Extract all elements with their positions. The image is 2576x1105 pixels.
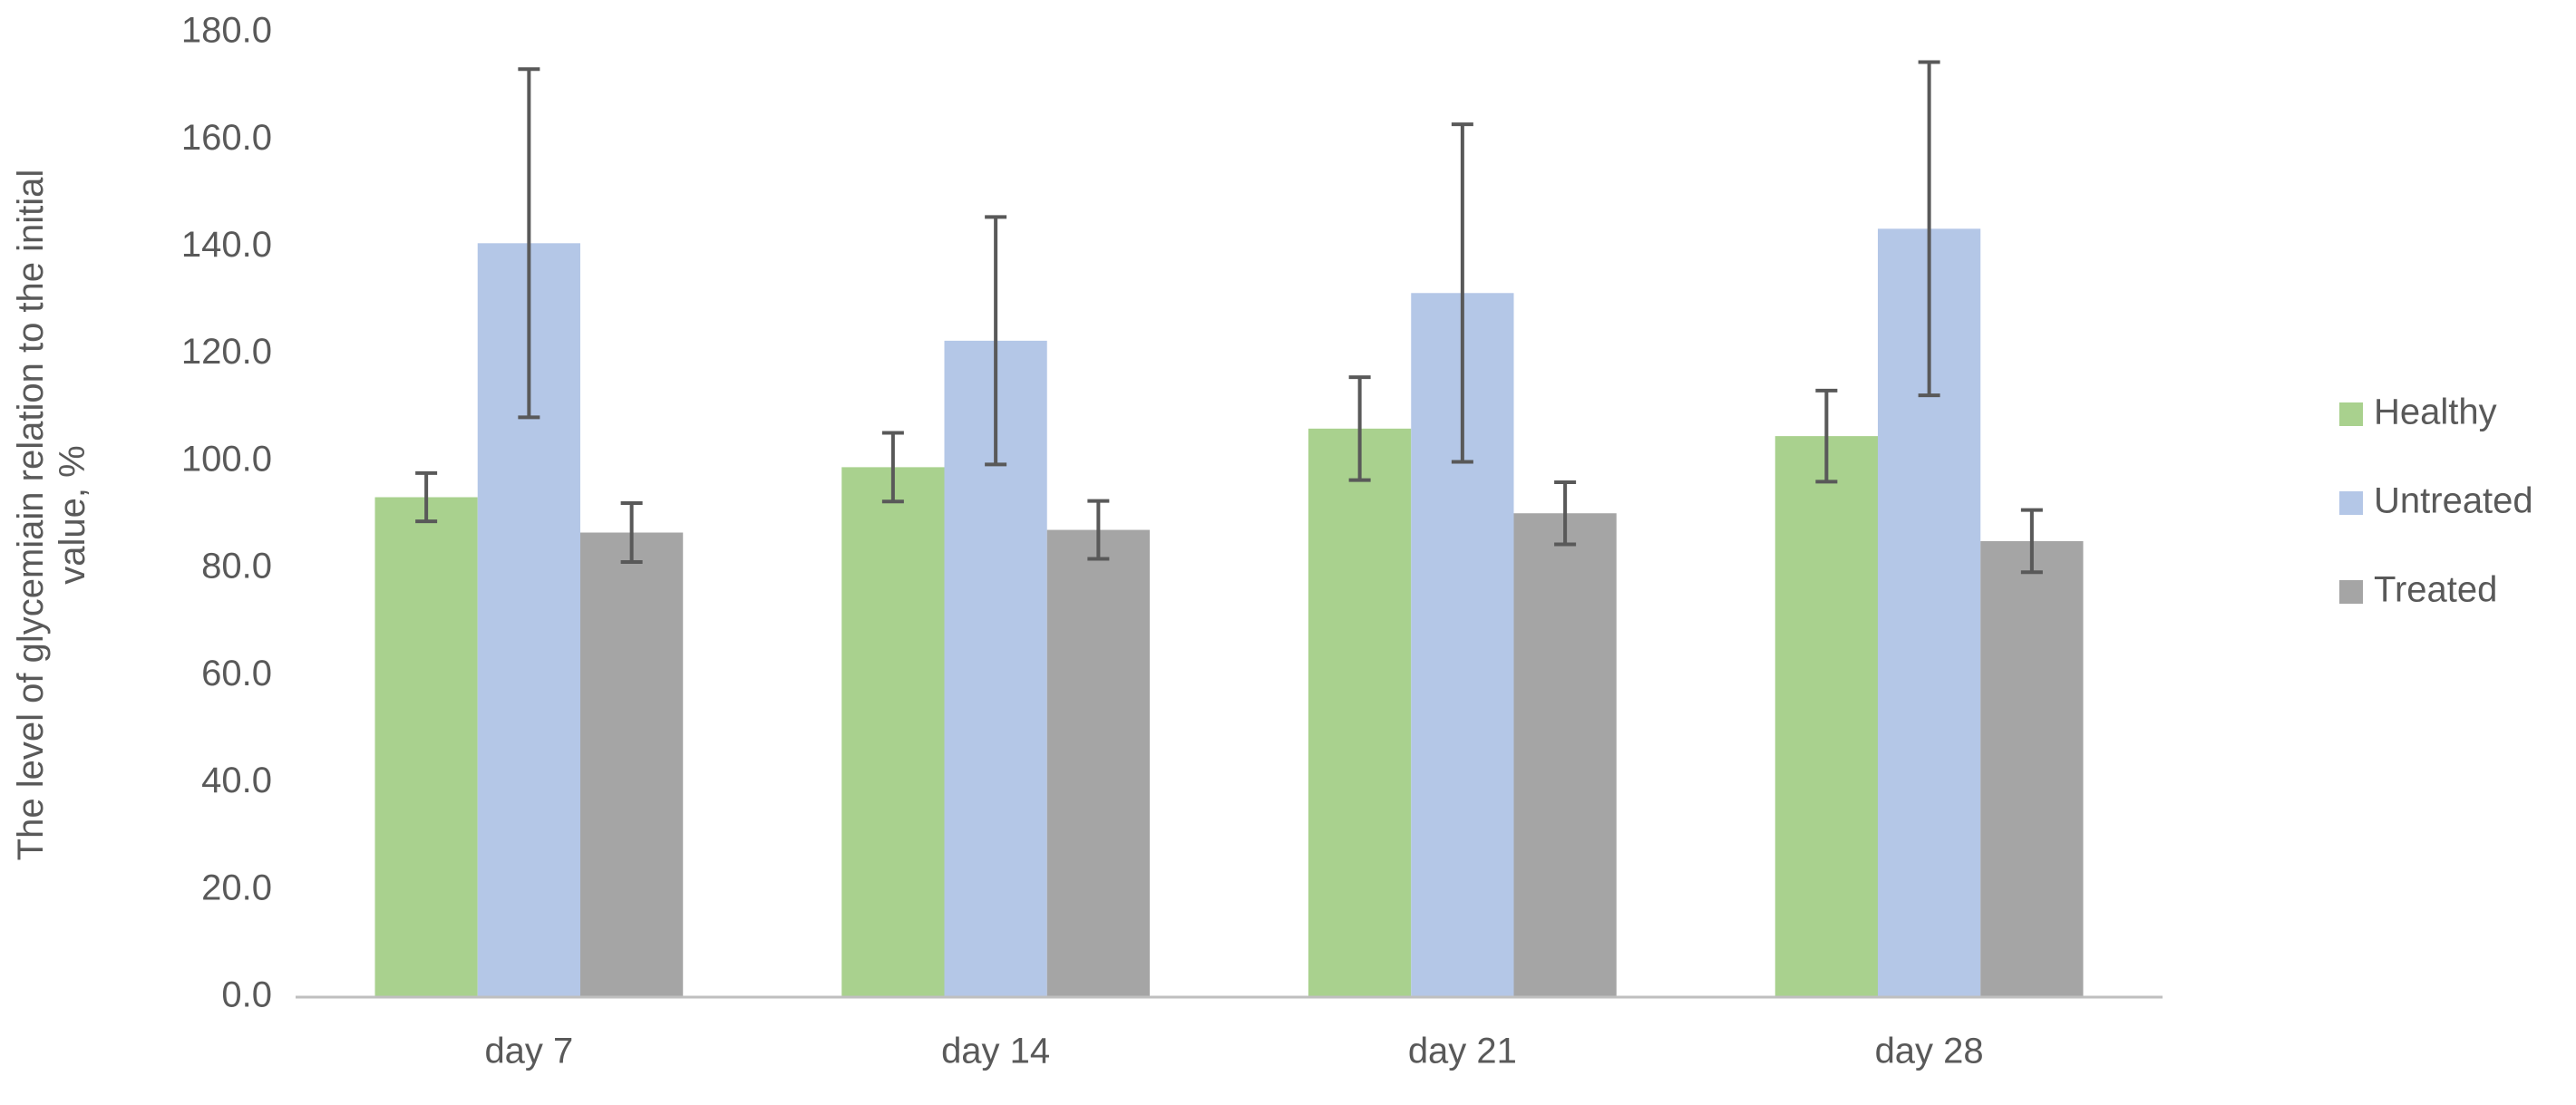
error-bar [985,215,1007,467]
y-tick-label: 20.0 [201,868,272,907]
y-tick-label: 120.0 [181,332,272,372]
bar [1774,436,1879,997]
bar [1046,529,1150,997]
error-bar [1554,480,1577,547]
error-bar [1348,375,1371,482]
error-bar [1087,499,1110,561]
x-tick-label: day 21 [1408,1032,1517,1071]
y-tick-label: 160.0 [181,118,272,158]
error-bar [620,500,643,565]
y-tick-label: 80.0 [201,547,272,586]
error-bar [415,470,438,524]
error-bar [518,67,540,420]
y-tick-label: 40.0 [201,761,272,800]
x-tick-label: day 7 [484,1032,573,1071]
legend-label: Untreated [2374,481,2533,521]
bar [841,467,945,997]
legend-swatch [2339,580,2363,604]
y-tick-label: 0.0 [221,975,272,1015]
legend-swatch [2339,402,2363,426]
y-tick-label: 180.0 [181,11,272,51]
y-tick-label: 100.0 [181,439,272,479]
y-tick-label: 140.0 [181,225,272,265]
legend-swatch [2339,491,2363,515]
error-bar [881,431,904,504]
y-axis-label: The level of glycemiain relation to the … [11,169,92,861]
bar [1308,428,1412,997]
bar [1513,513,1617,997]
error-bar [1918,60,1940,398]
error-bar [1815,388,1838,484]
x-tick-label: day 28 [1875,1032,1984,1071]
bar [1980,540,2084,997]
legend-label: Healthy [2374,393,2497,432]
error-bar [1451,122,1473,464]
error-bar [2020,508,2043,575]
bar [579,532,684,997]
y-tick-label: 60.0 [201,654,272,693]
bar [374,497,478,997]
x-tick-label: day 14 [941,1032,1050,1071]
legend-label: Treated [2374,570,2497,610]
